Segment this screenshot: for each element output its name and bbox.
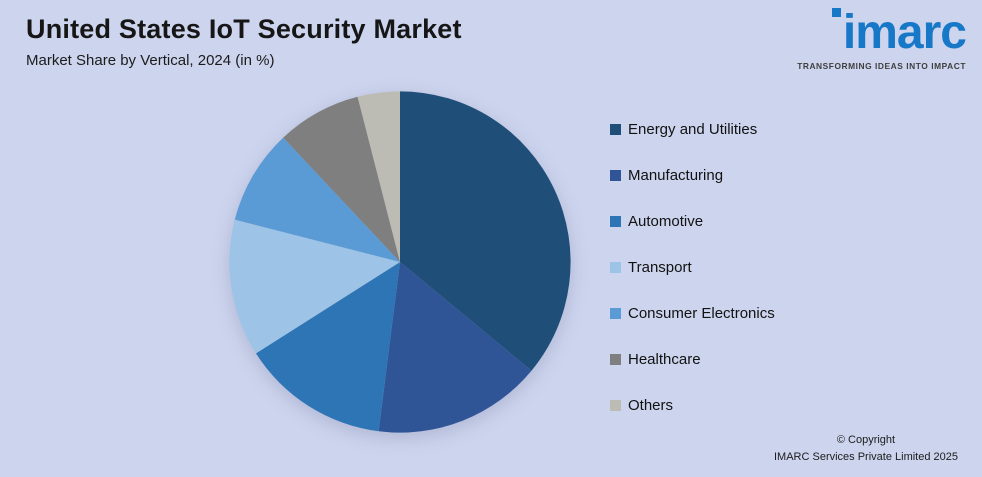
legend-item-manufacturing: Manufacturing [610,166,775,184]
pie-slice-others [357,91,400,262]
legend-label: Energy and Utilities [628,120,758,138]
pie-slice-consumer-electronics [234,137,400,262]
legend-item-automotive: Automotive [610,212,775,230]
copyright-line1: © Copyright [836,434,896,446]
legend-item-healthcare: Healthcare [610,350,775,368]
legend-item-transport: Transport [610,258,775,276]
pie-slice-healthcare [283,96,400,262]
legend-label: Transport [628,258,692,276]
copyright-line2: IMARC Services Private Limited 2025 [773,450,958,463]
pie-chart [229,91,571,433]
imarc-logo-tagline: TRANSFORMING IDEAS INTO IMPACT [797,61,966,71]
legend-item-energy-and-utilities: Energy and Utilities [610,120,775,138]
page-title: United States IoT Security Market [26,14,462,44]
legend-label: Manufacturing [628,166,724,184]
imarc-logo: imarc TRANSFORMING IDEAS INTO IMPACT [766,6,967,71]
legend-label: Automotive [628,212,704,230]
legend-swatch-icon [610,215,621,227]
chart-header: United States IoT Security Market Market… [26,14,462,69]
page-subtitle: Market Share by Vertical, 2024 (in %) [26,52,275,69]
legend-swatch-icon [610,261,621,273]
copyright-notice: © Copyright IMARC Services Private Limit… [774,432,958,465]
legend-swatch-icon [610,399,621,411]
imarc-logo-text: imarc [766,6,967,59]
pie-slice-automotive [255,262,400,432]
legend-label: Healthcare [628,350,701,368]
pie-slice-energy-and-utilities [400,91,571,371]
pie-slice-transport [229,219,400,354]
imarc-logo-wordmark: imarc [842,6,967,59]
pie-slice-manufacturing [378,262,532,433]
legend-label: Consumer Electronics [628,304,775,322]
legend-label: Others [628,396,674,414]
chart-legend: Energy and Utilities Manufacturing Autom… [610,120,775,414]
imarc-logo-dot-icon [831,8,841,17]
legend-swatch-icon [610,169,621,181]
legend-swatch-icon [610,123,621,135]
legend-item-others: Others [610,396,775,414]
legend-swatch-icon [610,353,621,365]
legend-item-consumer-electronics: Consumer Electronics [610,304,775,322]
legend-swatch-icon [610,307,621,319]
